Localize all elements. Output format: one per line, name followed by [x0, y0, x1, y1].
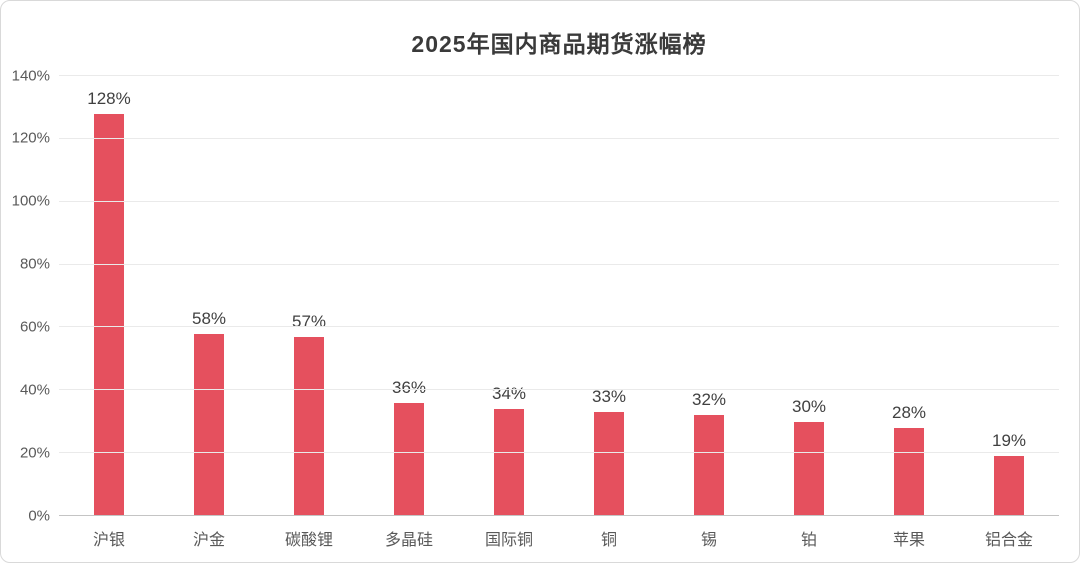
x-axis-category-label: 沪银 — [92, 532, 125, 549]
y-axis-tick-label: 20% — [19, 444, 50, 462]
bar — [494, 409, 524, 516]
bar-series: 128% 沪银 58% 沪金 57% 碳酸锂 36% 多晶硅 34% 国际铜 33% 铜 32% 锡 30%… — [59, 76, 1059, 549]
bar-column: 57% 碳酸锂 — [259, 76, 359, 549]
bar-column: 34% 国际铜 — [459, 76, 559, 549]
x-axis-category-label: 沪金 — [192, 532, 225, 549]
x-axis-category-label: 碳酸锂 — [284, 532, 333, 549]
y-gridline: 100% — [12, 193, 1059, 210]
chart-title: 2025年国内商品期货涨幅榜 — [411, 31, 707, 57]
bar-column: 19% 铝合金 — [959, 76, 1059, 549]
bar-value-label: 33% — [591, 387, 627, 407]
x-axis-line: 0% — [28, 507, 1059, 524]
bar-value-label: 32% — [691, 390, 727, 410]
y-gridline: 140% — [12, 67, 1059, 84]
bar — [294, 336, 324, 516]
bar-value-label: 30% — [791, 396, 827, 416]
y-gridline: 120% — [12, 130, 1059, 147]
bar-value-label: 58% — [191, 308, 227, 328]
bar-column: 32% 锡 — [659, 76, 759, 549]
bar-value-label: 57% — [291, 311, 327, 331]
bar-value-label: 34% — [491, 384, 527, 404]
bar — [94, 113, 124, 516]
y-axis-tick-label: 100% — [11, 192, 50, 210]
y-gridline: 80% — [20, 256, 1059, 273]
bar-value-label: 28% — [891, 403, 927, 422]
bar — [894, 428, 924, 516]
y-axis-tick-label: 140% — [11, 67, 50, 84]
y-gridline: 60% — [20, 318, 1059, 335]
y-gridline: 40% — [20, 381, 1059, 398]
bar — [994, 456, 1024, 516]
bar-column: 33% 铜 — [559, 76, 659, 549]
y-axis-tick-label: 120% — [11, 129, 50, 147]
bar-column: 30% 铂 — [759, 76, 859, 549]
y-axis-tick-label: 80% — [19, 255, 50, 273]
x-axis-category-label: 铂 — [800, 532, 817, 549]
bar-column: 36% 多晶硅 — [359, 76, 459, 549]
plot-area: 128% 沪银 58% 沪金 57% 碳酸锂 36% 多晶硅 34% 国际铜 33% 铜 32% 锡 30%… — [12, 67, 1059, 549]
bar-value-label: 19% — [991, 431, 1027, 451]
bar — [394, 402, 424, 516]
bar — [594, 412, 624, 516]
x-axis-category-label: 锡 — [700, 532, 717, 549]
bar-value-label: 128% — [87, 88, 131, 108]
bar-value-label: 36% — [391, 377, 427, 397]
bar-column: 128% 沪银 — [59, 76, 159, 549]
x-axis-category-label: 多晶硅 — [384, 532, 433, 549]
y-axis-tick-label: 40% — [19, 381, 50, 399]
bar-column: 58% 沪金 — [159, 76, 259, 549]
y-gridline: 20% — [20, 444, 1059, 461]
bar — [194, 333, 224, 516]
bar-column: 28% 苹果 — [859, 76, 959, 549]
bar — [694, 415, 724, 516]
y-axis-tick-label: 0% — [28, 507, 50, 524]
x-axis-category-label: 国际铜 — [484, 532, 533, 549]
x-axis-category-label: 铜 — [600, 532, 617, 549]
x-axis-category-label: 苹果 — [892, 532, 925, 549]
x-axis-category-label: 铝合金 — [984, 532, 1033, 549]
bar — [794, 421, 824, 516]
y-axis-tick-label: 60% — [19, 318, 50, 336]
